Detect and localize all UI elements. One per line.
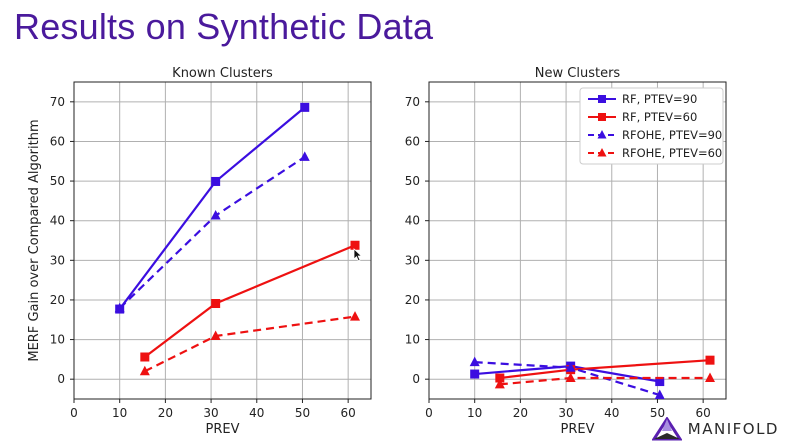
x-axis-label: PREV: [206, 422, 240, 437]
y-tick-label: 70: [405, 95, 420, 109]
legend-label: RF, PTEV=90: [622, 92, 697, 106]
legend-label: RFOHE, PTEV=60: [622, 146, 722, 160]
x-tick-label: 40: [604, 406, 619, 420]
y-tick-label: 60: [405, 134, 420, 148]
chart-2: 0 10 20 30 40 50 60 0 10 20 30 40 50 60 70 New Clusters…: [405, 66, 727, 437]
y-tick-label: 10: [405, 333, 420, 347]
legend-marker: [597, 148, 607, 157]
data-point: [654, 389, 665, 399]
mouse-cursor-icon: [353, 247, 363, 266]
y-tick-label: 50: [405, 174, 420, 188]
data-point: [350, 240, 360, 250]
x-tick-label: 60: [341, 406, 356, 420]
data-point: [494, 378, 505, 389]
legend-marker: [598, 113, 606, 121]
y-tick-label: 30: [50, 253, 65, 267]
data-point: [140, 352, 150, 362]
y-tick-label: 10: [50, 333, 65, 347]
x-tick-label: 20: [158, 406, 173, 420]
brand-logo: MANIFOLD: [651, 417, 779, 441]
series-4: [494, 372, 716, 389]
y-tick-label: 40: [405, 214, 420, 228]
chart-1: 0 10 20 30 40 50 60 0 10 20 30 40 50 60 70 Known Cluste…: [27, 66, 372, 437]
series-1: [115, 102, 310, 314]
data-point: [210, 210, 221, 220]
data-point: [211, 299, 221, 309]
x-tick-label: 40: [249, 406, 264, 420]
y-tick-label: 70: [50, 95, 65, 109]
chart-title: New Clusters: [535, 66, 621, 81]
y-tick-label: 40: [50, 214, 65, 228]
y-tick-label: 0: [412, 372, 420, 386]
data-point: [211, 176, 221, 186]
x-tick-label: 10: [467, 406, 482, 420]
legend-item: RF, PTEV=60: [588, 110, 697, 124]
legend-label: RF, PTEV=60: [622, 110, 697, 124]
legend-item: RFOHE, PTEV=90: [588, 128, 722, 142]
y-tick-label: 60: [50, 134, 65, 148]
legend-marker: [597, 130, 607, 139]
plot-frame: [428, 81, 727, 400]
slide-title: Results on Synthetic Data: [14, 6, 434, 47]
legend-marker: [598, 95, 606, 103]
data-point: [299, 151, 310, 161]
series-3: [469, 356, 665, 399]
series-2: [140, 240, 360, 362]
data-point: [139, 365, 150, 376]
y-tick-label: 0: [57, 372, 65, 386]
data-point: [565, 362, 576, 372]
brand-name: MANIFOLD: [687, 420, 779, 438]
data-point: [300, 102, 310, 112]
legend-item: RF, PTEV=90: [588, 92, 697, 106]
x-tick-label: 10: [112, 406, 127, 420]
plot-frame: [73, 81, 372, 400]
y-tick-label: 20: [405, 293, 420, 307]
data-point: [469, 356, 480, 367]
chart-title: Known Clusters: [172, 66, 273, 81]
y-axis-label: MERF Gain over Compared Algorithm: [27, 119, 42, 361]
series-line: [144, 244, 356, 358]
data-point: [495, 373, 505, 383]
data-point: [210, 330, 221, 340]
x-tick-label: 60: [696, 406, 711, 420]
data-point: [114, 302, 125, 313]
data-point: [655, 377, 665, 387]
series-3: [114, 151, 310, 313]
data-point: [565, 372, 576, 382]
x-tick-label: 30: [203, 406, 218, 420]
data-point: [350, 311, 361, 321]
data-point: [705, 372, 716, 382]
legend-box: [579, 87, 724, 165]
legend-label: RFOHE, PTEV=90: [622, 128, 722, 142]
x-axis-label: PREV: [561, 422, 595, 437]
series-4: [139, 311, 361, 376]
series-line: [144, 315, 356, 373]
x-tick-label: 20: [513, 406, 528, 420]
x-tick-label: 50: [295, 406, 310, 420]
data-point: [705, 355, 715, 365]
legend: RF, PTEV=90 RF, PTEV=60 RFOHE, PTEV=90 RFOH…: [579, 87, 724, 165]
y-tick-label: 30: [405, 253, 420, 267]
manifold-logo-icon: [651, 417, 682, 441]
y-tick-label: 50: [50, 174, 65, 188]
x-tick-label: 0: [70, 406, 78, 420]
x-tick-label: 30: [558, 406, 573, 420]
x-tick-label: 0: [425, 406, 433, 420]
x-tick-label: 50: [650, 406, 665, 420]
legend-item: RFOHE, PTEV=60: [588, 146, 722, 160]
y-tick-label: 20: [50, 293, 65, 307]
data-point: [470, 369, 480, 379]
